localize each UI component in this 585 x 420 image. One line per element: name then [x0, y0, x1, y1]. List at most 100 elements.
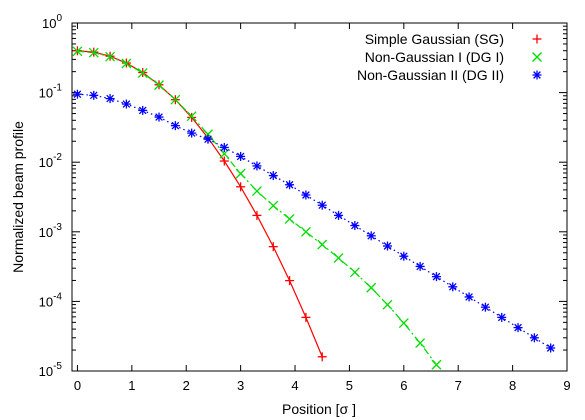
marker-stroke — [302, 191, 310, 199]
data-point-sg — [236, 182, 246, 192]
y-axis-label: Normalized beam profile — [10, 121, 26, 273]
marker-stroke — [546, 344, 555, 352]
x-axis-label: Position [σ ] — [282, 401, 356, 417]
marker-stroke — [415, 338, 426, 349]
marker-stroke — [105, 51, 116, 62]
series-line-sg — [77, 50, 323, 358]
series-line-dg1 — [77, 50, 437, 366]
axis-ticks: 0 1 2 3 4 5 6 7 8 9 100 10-1 10-2 10-3 10-4 10-5 — [39, 13, 571, 393]
marker-stroke — [497, 313, 506, 322]
data-point-dg1 — [154, 80, 164, 91]
data-point-dg2 — [89, 90, 99, 100]
data-point-dg2 — [350, 221, 360, 231]
data-point-dg2 — [121, 99, 131, 109]
legend: Simple Gaussian (SG) Non-Gaussian I (DG I… — [357, 31, 542, 83]
marker-stroke — [154, 80, 164, 91]
marker-stroke — [186, 111, 197, 122]
y-tick-label: 10-5 — [39, 361, 63, 379]
marker-stroke — [170, 94, 181, 105]
data-point-dg1 — [88, 47, 99, 58]
marker-stroke — [106, 94, 114, 103]
y-tick-label: 10-1 — [39, 83, 63, 101]
data-point-dg1 — [284, 213, 295, 224]
data-point-dg2 — [513, 323, 523, 333]
data-point-dg1 — [235, 168, 246, 179]
marker-stroke — [236, 152, 245, 161]
data-point-dg2 — [529, 333, 539, 343]
marker-stroke — [284, 213, 295, 224]
marker-stroke — [533, 71, 541, 79]
legend-label-dg2: Non-Gaussian II (DG II) — [357, 67, 504, 83]
marker-stroke — [465, 293, 473, 301]
data-point-dg1 — [137, 68, 148, 78]
marker-stroke — [448, 282, 457, 291]
marker-stroke — [269, 171, 278, 180]
data-point-sg — [219, 156, 229, 166]
data-point-dg2 — [399, 251, 409, 261]
x-tick-label: 5 — [346, 378, 353, 393]
marker-stroke — [171, 121, 180, 130]
marker-stroke — [72, 46, 83, 57]
marker-stroke — [416, 262, 424, 271]
marker-stroke — [88, 47, 99, 58]
marker-stroke — [383, 242, 392, 250]
data-point-dg2 — [431, 272, 441, 282]
marker-stroke — [122, 100, 131, 108]
data-point-dg2 — [219, 142, 229, 152]
marker-stroke — [155, 113, 163, 121]
data-point-sg — [301, 312, 311, 322]
marker-stroke — [399, 252, 408, 261]
data-point-dg2 — [252, 161, 262, 171]
marker-stroke — [398, 318, 409, 329]
data-point-dg1 — [398, 318, 409, 329]
data-point-dg2 — [138, 105, 148, 115]
x-tick-label: 8 — [509, 378, 516, 393]
data-point-dg2 — [285, 180, 295, 190]
data-point-dg2 — [105, 94, 115, 104]
marker-stroke — [481, 303, 490, 312]
marker-stroke — [251, 186, 262, 197]
data-point-dg2 — [236, 151, 246, 161]
data-point-dg1 — [366, 282, 377, 293]
data-point-dg1 — [415, 338, 426, 349]
marker-stroke — [253, 162, 261, 170]
data-point-dg1 — [186, 111, 197, 122]
marker-stroke — [514, 323, 522, 332]
data-point-dg1 — [203, 129, 213, 140]
y-tick-label: 10-2 — [39, 152, 63, 170]
marker-stroke — [432, 272, 441, 281]
legend-label-sg: Simple Gaussian (SG) — [365, 31, 504, 47]
data-point-dg1 — [251, 186, 262, 197]
marker-stroke — [138, 106, 147, 115]
y-tick-label: 10-3 — [39, 222, 63, 240]
data-point-dg2 — [497, 312, 507, 322]
marker-stroke — [187, 129, 196, 137]
data-point-dg2 — [448, 282, 458, 292]
marker-stroke — [333, 253, 344, 263]
data-point-dg2 — [154, 112, 164, 122]
data-point-dg1 — [121, 58, 132, 69]
data-point-dg2 — [382, 241, 392, 251]
x-tick-label: 4 — [291, 378, 298, 393]
data-point-dg1 — [333, 253, 344, 263]
data-point-dg2 — [317, 200, 327, 210]
legend-marker-sg — [532, 34, 542, 44]
data-point-dg2 — [334, 210, 344, 220]
marker-stroke — [530, 333, 539, 342]
marker-stroke — [203, 129, 213, 140]
marker-stroke — [351, 221, 359, 230]
data-point-dg1 — [431, 359, 442, 370]
marker-stroke — [137, 68, 148, 78]
marker-stroke — [349, 267, 360, 278]
data-point-dg2 — [170, 121, 180, 131]
legend-marker-dg2 — [532, 70, 542, 80]
data-point-dg2 — [203, 134, 213, 144]
plot-frame — [71, 22, 568, 372]
x-tick-label: 1 — [128, 378, 135, 393]
x-tick-label: 6 — [400, 378, 407, 393]
marker-stroke — [431, 359, 442, 370]
marker-stroke — [532, 52, 542, 62]
data-point-dg1 — [382, 299, 393, 310]
marker-stroke — [235, 168, 246, 179]
